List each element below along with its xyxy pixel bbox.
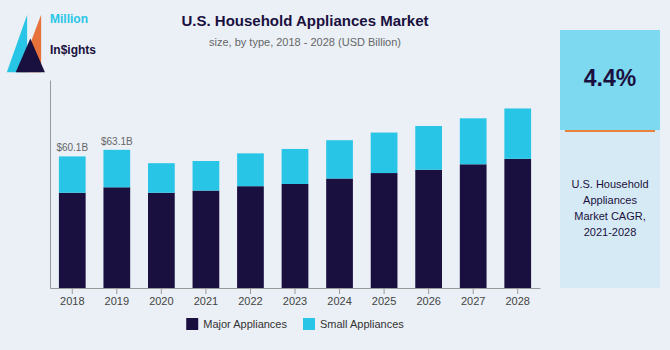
legend: Major Appliances Small Appliances bbox=[186, 318, 404, 330]
logo-text: Million bbox=[50, 12, 88, 26]
cagr-box-top bbox=[560, 30, 660, 130]
bar bbox=[371, 173, 398, 288]
x-tick: 2023 bbox=[283, 288, 307, 307]
bar bbox=[371, 133, 398, 174]
x-tick: 2020 bbox=[149, 288, 173, 307]
bar bbox=[193, 191, 220, 288]
x-tick-label: 2019 bbox=[105, 295, 129, 307]
cagr-label-line: U.S. Household bbox=[571, 178, 648, 190]
bar bbox=[326, 140, 353, 178]
cagr-separator bbox=[565, 130, 655, 132]
bar bbox=[193, 161, 220, 191]
subtitle: size, by type, 2018 - 2028 (USD Billion) bbox=[209, 36, 401, 48]
x-axis: 2018 2019 2020 2021 2022 2023 2024 2025 2026 2027… bbox=[51, 288, 541, 307]
x-tick-mark bbox=[161, 288, 162, 294]
title: U.S. Household Appliances Market bbox=[182, 12, 429, 29]
x-tick-mark bbox=[428, 288, 429, 294]
cagr-label: U.S. Household Appliances Market CAGR, 2021… bbox=[571, 178, 648, 238]
bar bbox=[504, 159, 531, 288]
x-tick-label: 2025 bbox=[372, 295, 396, 307]
x-tick: 2024 bbox=[327, 288, 351, 307]
logo-shape bbox=[16, 39, 45, 73]
bars bbox=[59, 108, 531, 288]
x-tick-mark bbox=[72, 288, 73, 294]
bar-annotation: $63.1B bbox=[101, 136, 133, 147]
x-tick: 2027 bbox=[461, 288, 485, 307]
x-tick-mark bbox=[116, 288, 117, 294]
x-tick-label: 2026 bbox=[416, 295, 440, 307]
x-tick-mark bbox=[517, 288, 518, 294]
x-tick: 2022 bbox=[238, 288, 262, 307]
x-tick-mark bbox=[384, 288, 385, 294]
legend-label: Major Appliances bbox=[203, 318, 287, 330]
legend-swatch bbox=[186, 318, 198, 330]
legend-label: Small Appliances bbox=[320, 318, 404, 330]
bar bbox=[460, 164, 487, 288]
cagr-value: 4.4% bbox=[584, 65, 636, 91]
x-tick-label: 2018 bbox=[60, 295, 84, 307]
bar bbox=[237, 186, 264, 288]
bar bbox=[415, 126, 442, 170]
x-tick: 2026 bbox=[416, 288, 440, 307]
bar-annotation: $60.1B bbox=[56, 142, 88, 153]
x-tick: 2025 bbox=[372, 288, 396, 307]
x-tick-mark bbox=[205, 288, 206, 294]
y-axis-line bbox=[50, 81, 51, 289]
x-tick: 2019 bbox=[105, 288, 129, 307]
bar bbox=[504, 108, 531, 158]
bar bbox=[460, 118, 487, 164]
bar bbox=[282, 149, 309, 184]
x-tick: 2018 bbox=[60, 288, 84, 307]
x-tick: 2021 bbox=[194, 288, 218, 307]
bar bbox=[282, 184, 309, 288]
bar bbox=[103, 187, 130, 288]
cagr-box: 4.4% U.S. Household Appliances Market CAGR,… bbox=[560, 30, 660, 288]
cagr-label-line: Market CAGR, bbox=[574, 210, 646, 222]
x-tick-label: 2028 bbox=[505, 295, 529, 307]
x-tick: 2028 bbox=[505, 288, 529, 307]
bar-series bbox=[59, 108, 531, 192]
legend-swatch bbox=[303, 318, 315, 330]
x-tick-label: 2022 bbox=[238, 295, 262, 307]
legend-item: Small Appliances bbox=[303, 318, 404, 330]
bar bbox=[103, 150, 130, 187]
bar bbox=[415, 170, 442, 288]
x-tick-label: 2024 bbox=[327, 295, 351, 307]
bar bbox=[59, 193, 86, 288]
bar bbox=[237, 153, 264, 186]
cagr-box-bottom bbox=[560, 130, 660, 288]
chart-container: U.S. Household Appliances Market size, by… bbox=[0, 0, 670, 350]
x-tick-label: 2020 bbox=[149, 295, 173, 307]
chart-svg: U.S. Household Appliances Market size, by… bbox=[0, 0, 670, 350]
bar bbox=[148, 193, 175, 288]
x-tick-label: 2027 bbox=[461, 295, 485, 307]
x-tick-label: 2023 bbox=[283, 295, 307, 307]
x-tick-mark bbox=[295, 288, 296, 294]
annotations: $60.1B $63.1B bbox=[56, 136, 133, 154]
y-axis bbox=[50, 81, 51, 289]
x-tick-mark bbox=[250, 288, 251, 294]
bar bbox=[326, 179, 353, 288]
x-tick-mark bbox=[339, 288, 340, 294]
logo-text: In$ights bbox=[50, 43, 96, 57]
x-tick-label: 2021 bbox=[194, 295, 218, 307]
bar bbox=[59, 156, 86, 192]
x-tick-mark bbox=[473, 288, 474, 294]
cagr-label-line: 2021-2028 bbox=[584, 226, 637, 238]
legend-item: Major Appliances bbox=[186, 318, 287, 330]
logo: Million In$ights bbox=[7, 12, 97, 72]
cagr-label-line: Appliances bbox=[583, 194, 637, 206]
bar bbox=[148, 163, 175, 193]
